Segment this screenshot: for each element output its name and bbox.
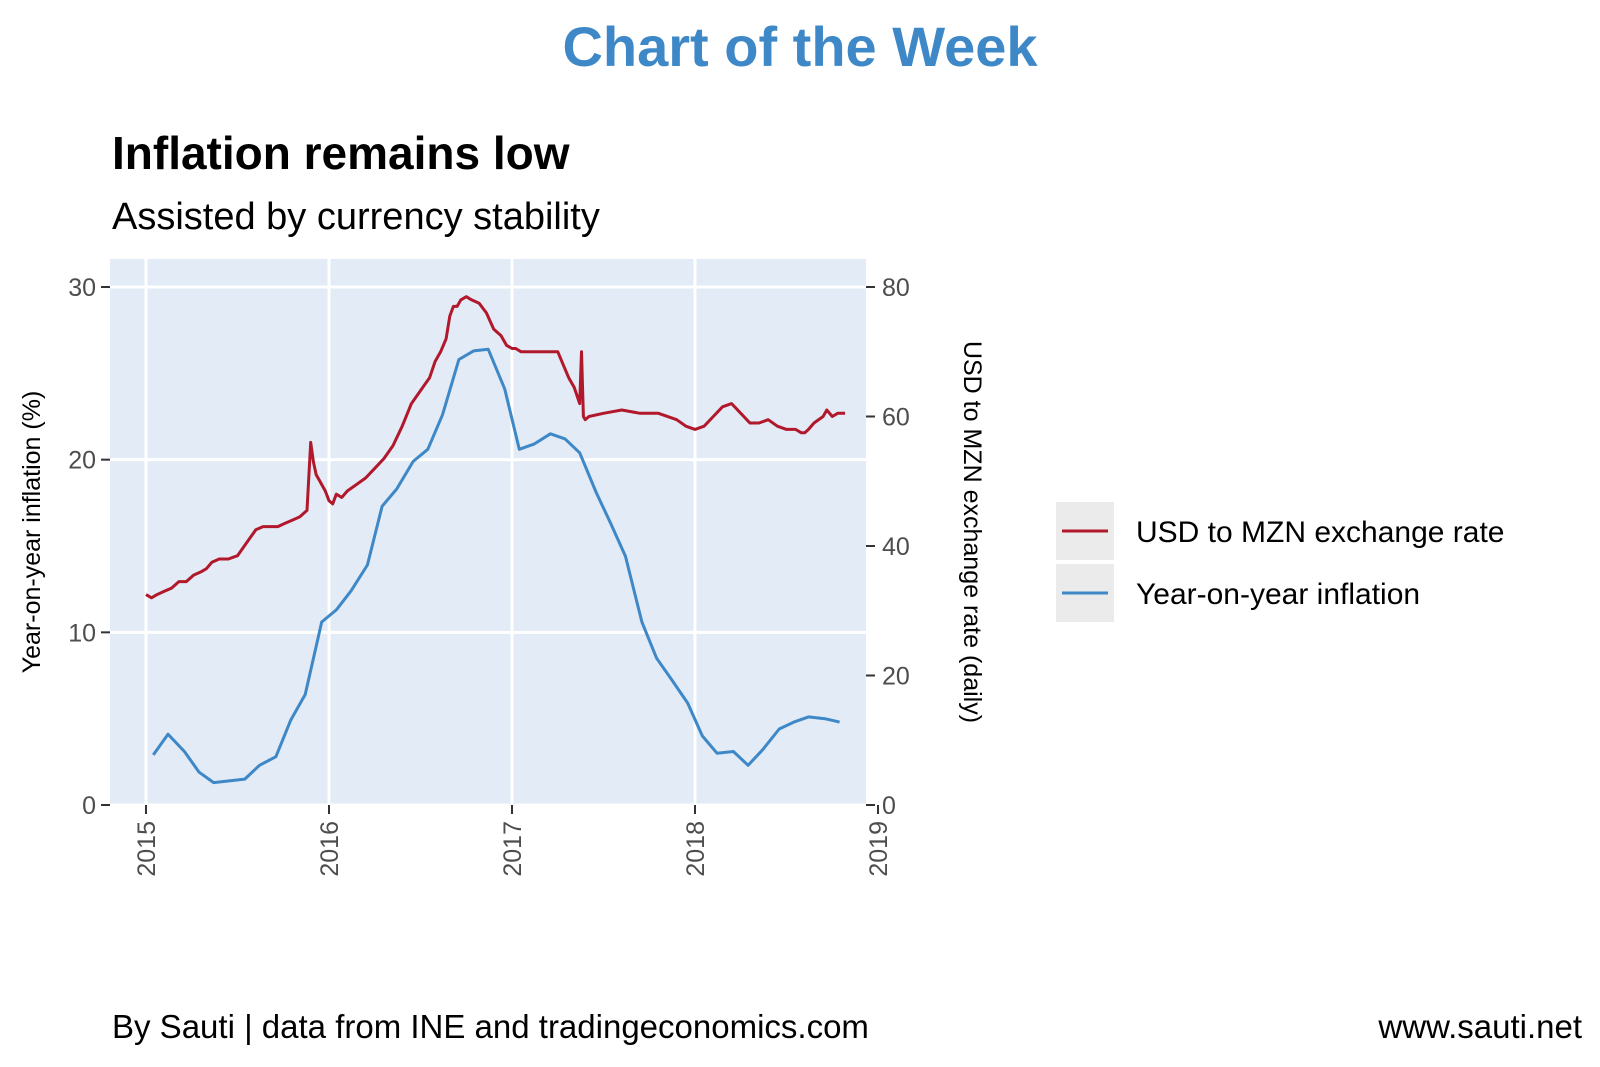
y-tick-label: 30 <box>68 274 96 302</box>
website-url: www.sauti.net <box>1378 1008 1582 1045</box>
x-tick-label: 2018 <box>682 821 710 877</box>
y2-tick-label: 0 <box>882 792 896 820</box>
legend: USD to MZN exchange rate Year-on-year inf… <box>1056 502 1504 622</box>
y-tick-label: 20 <box>68 447 96 475</box>
y2-tick-label: 60 <box>882 404 910 432</box>
y2-tick-label: 80 <box>882 274 910 302</box>
x-tick-label: 2017 <box>499 821 527 877</box>
plot-panel <box>110 259 866 805</box>
inflation-line <box>152 347 840 785</box>
y-tick-label: 10 <box>68 619 96 647</box>
legend-label: USD to MZN exchange rate <box>1136 516 1504 549</box>
y-axis-title: Year-on-year inflation (%) <box>18 391 46 674</box>
y-tick-label: 0 <box>82 792 96 820</box>
chart-subtitle: Assisted by currency stability <box>112 196 600 238</box>
x-tick-label: 2019 <box>865 821 893 877</box>
source-credit: By Sauti | data from INE and tradingecon… <box>112 1008 869 1045</box>
y2-tick-label: 40 <box>882 533 910 561</box>
banner-title: Chart of the Week <box>562 15 1038 78</box>
y2-tick-label: 20 <box>882 663 910 691</box>
legend-label: Year-on-year inflation <box>1136 578 1420 611</box>
exchange-rate-line <box>145 295 846 600</box>
x-tick-label: 2016 <box>316 821 344 877</box>
y2-axis-title: USD to MZN exchange rate (daily) <box>958 341 986 723</box>
chart-title: Inflation remains low <box>112 127 570 179</box>
x-tick-label: 2015 <box>133 821 161 877</box>
